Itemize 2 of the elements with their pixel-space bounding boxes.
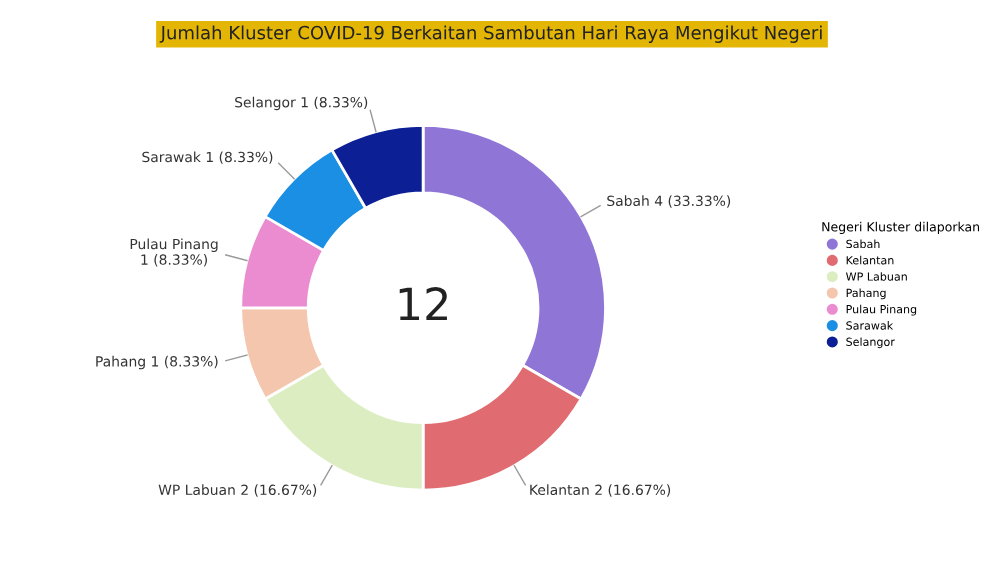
text: 12 [399,287,447,321]
chart-title: Jumlah Kluster COVID-19 Berkaitan Sambutan Hari Raya Mengikut Negeri [159,25,822,43]
